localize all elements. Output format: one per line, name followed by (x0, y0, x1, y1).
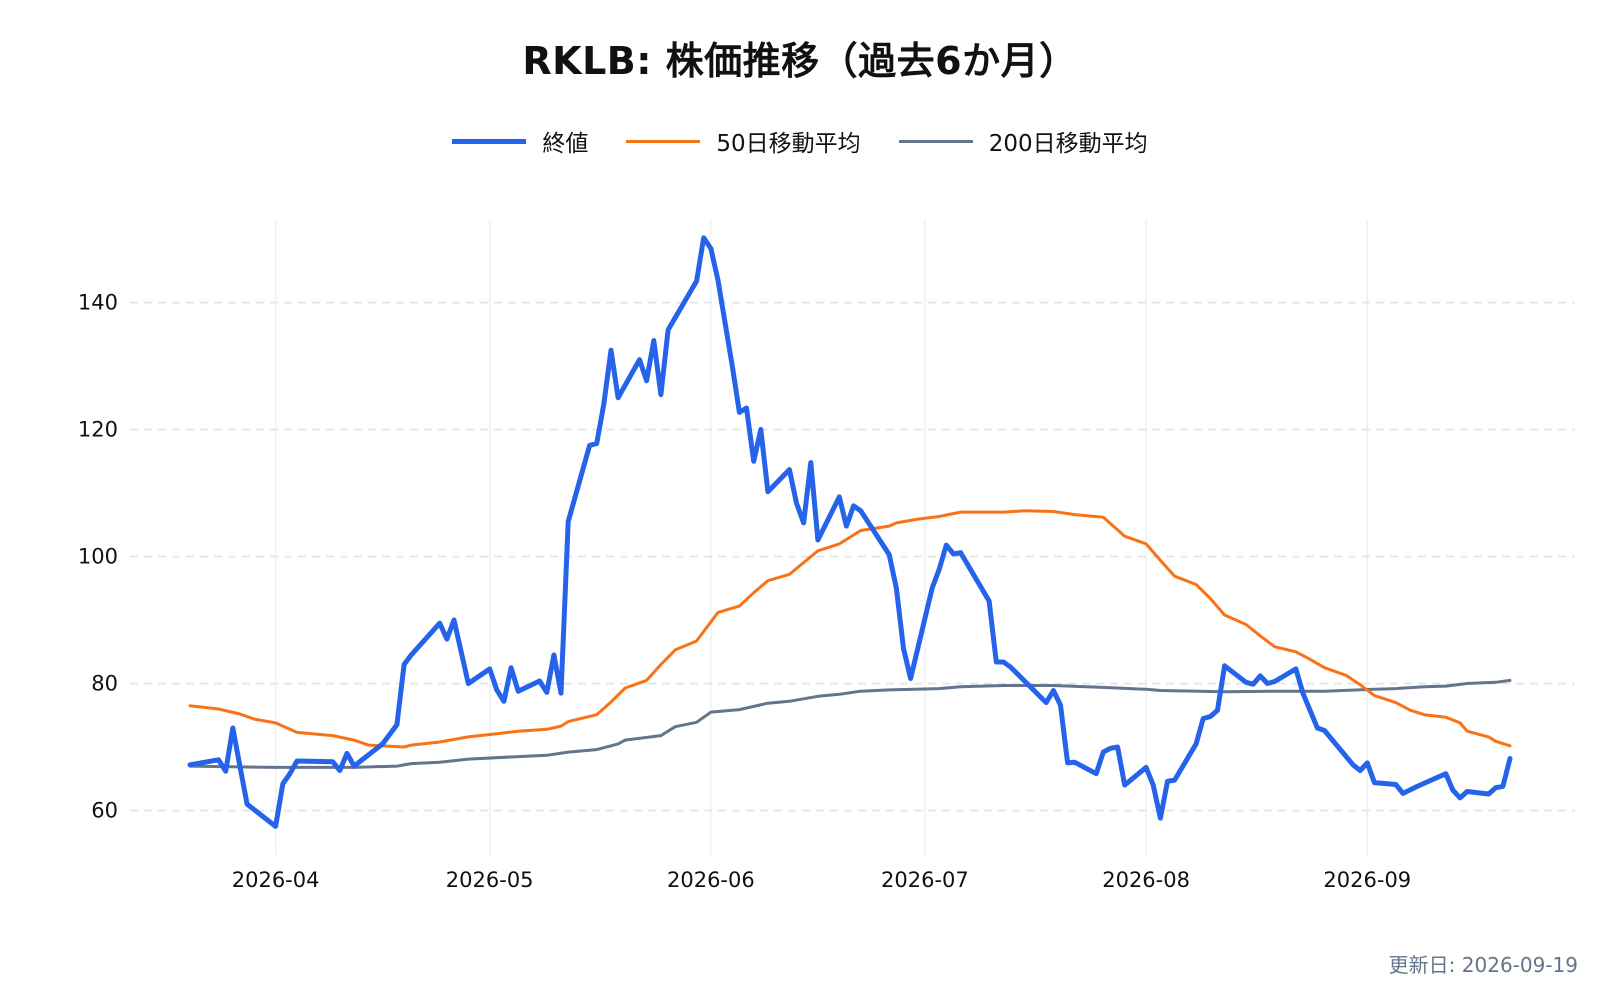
series-line-2 (188, 678, 1512, 769)
legend-label: 50日移動平均 (716, 131, 861, 157)
legend-swatch (452, 138, 527, 144)
legend-swatch (898, 139, 973, 143)
axis-tick-labels: 2026-04 2026-05 2026-06 2026-07 2026-08 2026-… (78, 291, 1411, 892)
legend-label: 終値 (542, 131, 589, 157)
legend-swatch (626, 139, 701, 143)
chart-legend: 終値 50日移動平均 200日移動平均 (0, 124, 1600, 158)
y-tick-label: 60 (91, 799, 118, 823)
x-tick-label: 2026-07 (881, 868, 969, 892)
series-line-0 (187, 235, 1513, 829)
y-tick-label: 100 (78, 545, 118, 569)
x-tick-label: 2026-05 (446, 868, 534, 892)
updated-date-label: 更新日: 2026-09-19 (1388, 953, 1578, 977)
y-tick-label: 140 (78, 291, 118, 315)
x-tick-label: 2026-08 (1102, 868, 1190, 892)
series-lines (187, 235, 1513, 829)
legend-item-1[interactable]: 50日移動平均 (626, 124, 861, 158)
legend-label: 200日移動平均 (988, 131, 1148, 157)
y-tick-label: 80 (91, 672, 118, 696)
grid-lines (130, 220, 1575, 855)
y-tick-label: 120 (78, 418, 118, 442)
x-tick-label: 2026-06 (667, 868, 755, 892)
x-tick-label: 2026-09 (1323, 868, 1411, 892)
x-tick-label: 2026-04 (232, 868, 320, 892)
legend-item-2[interactable]: 200日移動平均 (898, 124, 1148, 158)
series-line-1 (188, 509, 1512, 749)
chart-title: RKLB: 株価推移（過去6か月） (522, 39, 1078, 83)
legend-item-0[interactable]: 終値 (452, 124, 588, 158)
